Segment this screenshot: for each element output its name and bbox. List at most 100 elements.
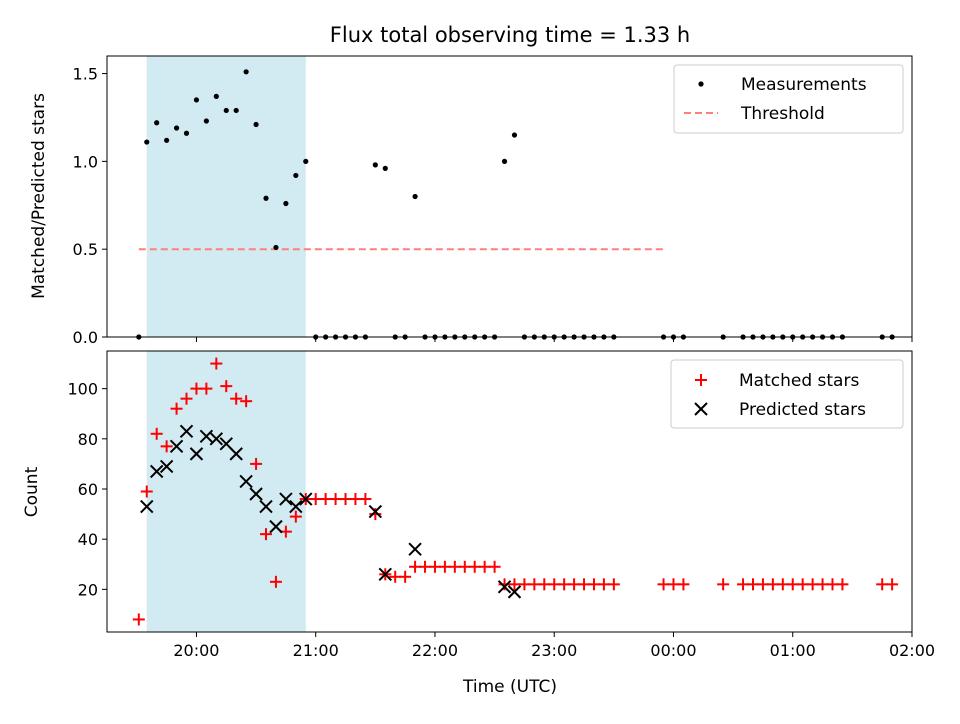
predicted-star-point — [209, 432, 224, 446]
top-legend: Measurements Threshold — [673, 64, 904, 134]
x-tick-label: 20:00 — [173, 641, 219, 660]
measurement-point — [382, 165, 388, 171]
y-tick-label: 60 — [78, 480, 98, 499]
y-tick-label: 1.0 — [73, 152, 98, 171]
measurement-point — [173, 125, 180, 131]
predicted-star-point — [408, 542, 422, 556]
predicted-star-point — [249, 487, 263, 501]
top-y-axis-label: Matched/Predicted stars — [29, 93, 49, 299]
measurement-point — [501, 158, 508, 164]
bottom-legend: Matched stars Predicted stars — [670, 359, 904, 429]
matched-star-point — [132, 613, 145, 626]
predicted-star-point — [199, 429, 214, 444]
measurement-point — [213, 93, 219, 99]
matched-star-point — [359, 493, 372, 506]
matched-star-point — [250, 457, 263, 470]
measurement-point — [253, 121, 259, 128]
measurement-point — [243, 69, 249, 75]
predicted-star-point — [269, 519, 283, 534]
measurement-point — [183, 130, 190, 136]
matched-star-point — [369, 508, 382, 521]
measurement-point — [164, 137, 170, 143]
predicted-star-point — [299, 492, 313, 506]
x-tick-label: 01:00 — [770, 641, 816, 660]
measurement-point — [154, 120, 160, 126]
matched-star-point — [180, 392, 193, 405]
predicted-star-point — [378, 567, 392, 582]
matched-star-point — [220, 380, 233, 393]
y-tick-label: 80 — [78, 430, 98, 449]
y-tick-label: 40 — [78, 530, 98, 549]
measurement-point — [293, 172, 299, 179]
matched-star-point — [170, 402, 183, 415]
top-panel: 0.0 0.5 1.0 1.5 Matched/Predicted stars Mea… — [29, 55, 913, 347]
measurement-point — [223, 107, 229, 114]
matched-star-point — [488, 560, 501, 573]
predicted-star-point — [169, 439, 184, 454]
legend-label-matched: Matched stars — [739, 371, 859, 391]
predicted-star-point — [507, 585, 522, 599]
bottom-plot-frame — [106, 350, 913, 633]
bottom-legend-box — [670, 359, 904, 429]
predicted-star-point — [189, 447, 204, 461]
x-tick-label: 22:00 — [412, 641, 458, 660]
matched-star-point — [150, 427, 163, 440]
matched-star-point — [160, 440, 173, 453]
y-tick-label: 0.0 — [73, 328, 98, 347]
measurement-point — [193, 97, 200, 103]
shaded-interval — [146, 56, 306, 337]
predicted-star-point — [368, 504, 383, 519]
matched-star-point — [717, 578, 730, 591]
matched-star-point — [140, 485, 153, 498]
predicted-star-point — [179, 424, 194, 438]
measurement-point — [283, 200, 289, 207]
matched-star-point — [607, 578, 620, 591]
x-tick-label: 21:00 — [293, 641, 339, 660]
matched-star-point — [260, 528, 273, 541]
measurement-point — [511, 132, 518, 138]
predicted-star-point — [259, 499, 273, 514]
measurement-point — [273, 244, 279, 251]
predicted-star-point — [140, 499, 154, 514]
bottom-y-axis-label: Count — [22, 466, 42, 517]
legend-marker-matched — [695, 374, 707, 386]
matched-star-point — [886, 578, 899, 591]
predicted-star-point — [149, 464, 164, 479]
measurement-point — [233, 107, 239, 114]
predicted-star-point — [229, 447, 243, 461]
legend-marker-predicted — [694, 402, 708, 416]
legend-label-predicted: Predicted stars — [739, 400, 866, 420]
matched-star-point — [836, 578, 849, 591]
matched-star-point — [399, 570, 412, 583]
predicted-star-point — [279, 492, 293, 506]
matched-star-point — [200, 382, 213, 395]
matched-star-point — [210, 357, 223, 370]
x-tick-label: 23:00 — [531, 641, 577, 660]
measurement-point — [412, 193, 418, 200]
matched-star-point — [240, 395, 253, 408]
legend-label-threshold: Threshold — [740, 104, 825, 124]
matched-star-point — [230, 392, 243, 405]
predicted-star-point — [159, 459, 174, 474]
top-legend-box — [673, 64, 904, 134]
predicted-star-point — [239, 474, 253, 489]
measurement-point — [372, 162, 378, 168]
bottom-panel: 20 40 60 80 100 20:00 21:00 22:00 23:00 00:00 01:… — [22, 350, 935, 697]
y-tick-label: 0.5 — [73, 240, 98, 259]
legend-marker-measurements — [698, 81, 704, 87]
y-tick-label: 1.5 — [73, 65, 98, 84]
x-tick-label: 02:00 — [889, 641, 935, 660]
measurement-point — [144, 139, 150, 145]
matched-star-point — [269, 575, 282, 588]
y-tick-label: 100 — [67, 380, 98, 399]
predicted-star-point — [497, 580, 512, 594]
x-tick-label: 00:00 — [650, 641, 696, 660]
y-tick-label: 20 — [78, 580, 98, 599]
measurement-point — [303, 158, 309, 164]
predicted-star-point — [289, 499, 303, 514]
legend-label-measurements: Measurements — [741, 75, 867, 95]
shaded-interval — [146, 351, 306, 632]
measurement-point — [203, 118, 209, 124]
top-plot-frame — [106, 55, 913, 338]
